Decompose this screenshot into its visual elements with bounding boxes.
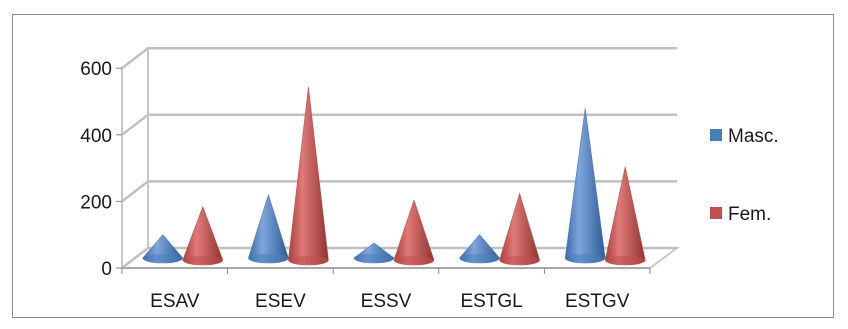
labels-layer: 0 200 400 600 ESAV ESEV ESSV ESTGL ESTGV [80, 59, 629, 312]
x-tick-label: ESEV [255, 291, 306, 312]
gridline [121, 113, 677, 136]
y-tick-label: 200 [80, 192, 112, 213]
gridline [121, 246, 677, 269]
y-tick-label: 400 [80, 126, 112, 147]
x-tick-label: ESSV [361, 291, 412, 312]
cone-base [288, 256, 329, 264]
cones-layer [142, 86, 646, 266]
x-tick-label: ESTGV [565, 291, 630, 312]
cone-base [499, 256, 540, 264]
cone-body [248, 193, 289, 264]
gridline [121, 180, 677, 203]
cone-base [394, 256, 434, 264]
cone-base [459, 254, 500, 262]
gridline [121, 46, 677, 70]
cone-masc [353, 242, 395, 264]
cone-fem [604, 166, 646, 266]
legend-label: Fem. [728, 204, 771, 225]
x-tick-label: ESAV [150, 291, 200, 312]
side-wall [121, 46, 149, 268]
axis-layer [116, 67, 651, 274]
y-tick-label: 600 [80, 59, 112, 80]
legend-label: Masc. [728, 126, 779, 147]
legend-swatch [710, 207, 722, 219]
cone-fem [182, 205, 224, 266]
legend: Masc. Fem. [710, 126, 779, 225]
cone-fem [393, 199, 435, 266]
cone-fem [499, 192, 540, 266]
cone-fem [288, 86, 329, 266]
cone-body [564, 108, 606, 264]
cone-base [248, 254, 289, 262]
y-tick-label: 0 [101, 259, 112, 280]
cone-body [499, 192, 540, 266]
legend-swatch [710, 129, 722, 141]
cone-masc [142, 234, 184, 264]
cone-base [605, 256, 646, 264]
x-tick-label: ESTGL [460, 291, 522, 312]
cone-base [565, 254, 606, 262]
cone-body [393, 199, 435, 266]
cone-base [142, 254, 183, 262]
cone-base [354, 254, 394, 262]
cone-masc [459, 234, 500, 264]
cone-base [182, 256, 223, 264]
cone-masc [564, 108, 606, 264]
cone-masc [248, 193, 289, 264]
